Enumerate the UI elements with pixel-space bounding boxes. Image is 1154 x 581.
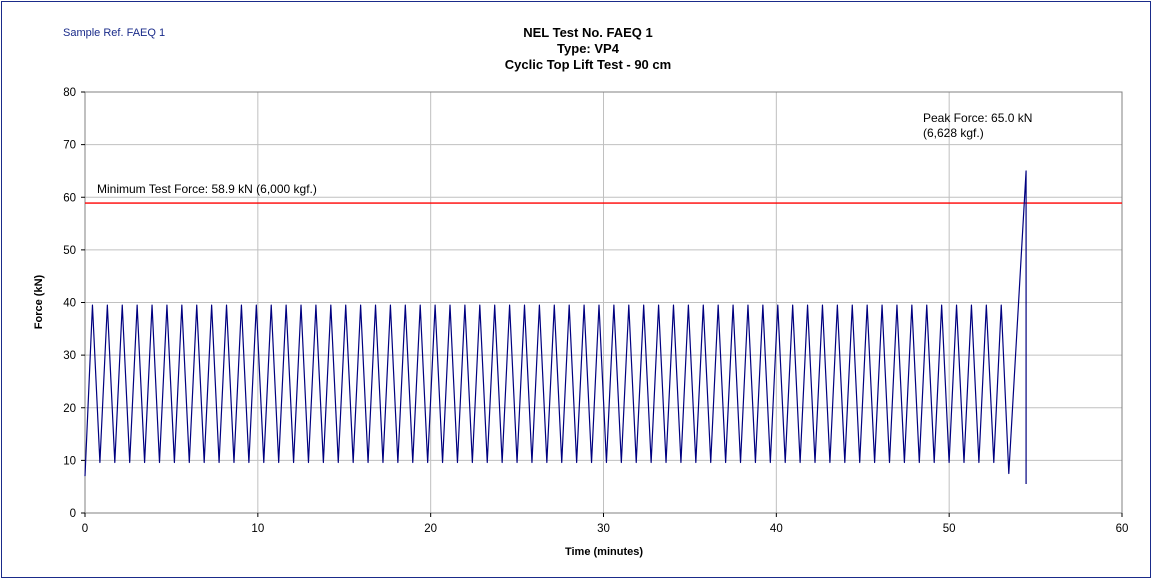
x-axis-ticks: 0 10 20 30 40 50 60	[82, 513, 1129, 535]
peak-force-label: Peak Force: 65.0 kN	[923, 111, 1032, 125]
y-tick-label: 10	[63, 455, 76, 467]
y-tick-label: 80	[63, 87, 76, 99]
force-series-line	[84, 170, 1027, 485]
minimum-force-label: Minimum Test Force: 58.9 kN (6,000 kgf.)	[97, 182, 317, 196]
x-tick-label: 0	[82, 523, 88, 535]
y-tick-label: 20	[63, 403, 76, 415]
y-axis-ticks: 0 10 20 30 40 50 60 70 80	[63, 87, 85, 520]
sample-ref-label: Sample Ref. FAEQ 1	[63, 27, 165, 39]
x-tick-label: 60	[1116, 523, 1129, 535]
y-axis-label: Force (kN)	[33, 274, 45, 329]
x-axis-label: Time (minutes)	[565, 546, 643, 558]
x-tick-label: 30	[597, 523, 610, 535]
x-tick-label: 50	[943, 523, 956, 535]
y-tick-label: 30	[63, 350, 76, 362]
chart-title-line-2: Type: VP4	[557, 41, 620, 56]
peak-force-kgf-label: (6,628 kgf.)	[923, 126, 984, 140]
chart-title-line-1: NEL Test No. FAEQ 1	[523, 25, 653, 40]
x-tick-label: 40	[770, 523, 783, 535]
x-tick-label: 20	[424, 523, 437, 535]
y-tick-label: 40	[63, 298, 76, 310]
y-tick-label: 60	[63, 192, 76, 204]
chart-title-line-3: Cyclic Top Lift Test - 90 cm	[505, 57, 671, 72]
y-tick-label: 70	[63, 140, 76, 152]
y-tick-label: 50	[63, 245, 76, 257]
x-tick-label: 10	[251, 523, 264, 535]
gridlines	[84, 91, 1123, 514]
y-tick-label: 0	[70, 508, 76, 520]
